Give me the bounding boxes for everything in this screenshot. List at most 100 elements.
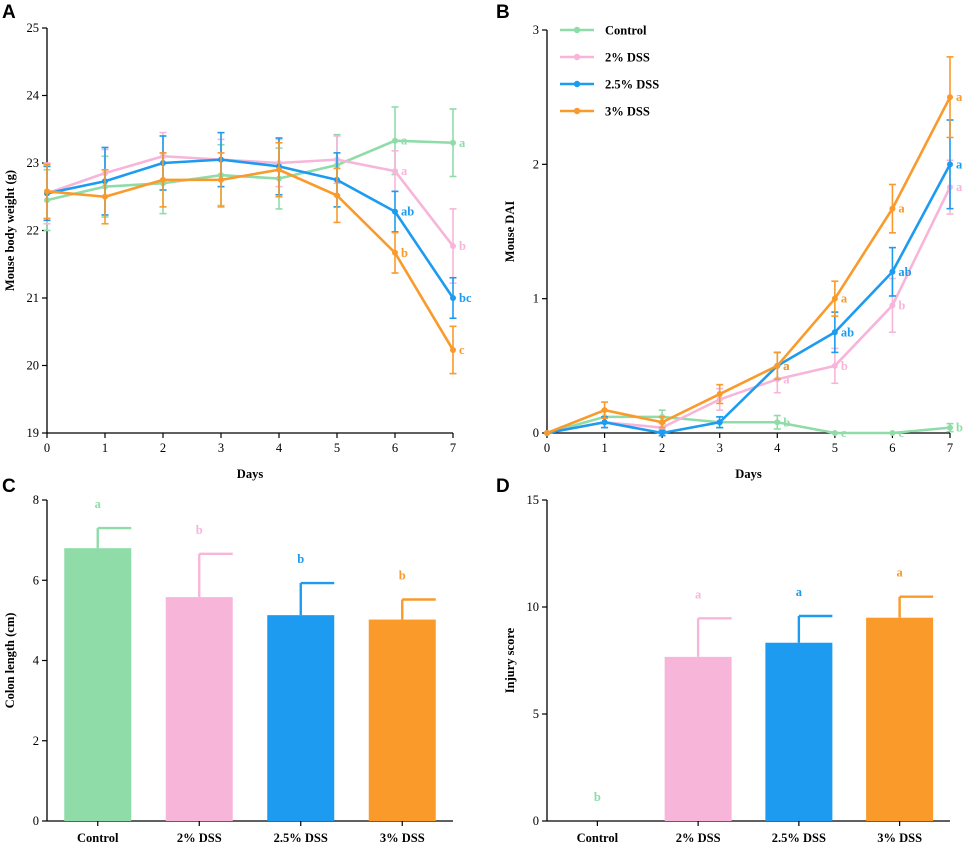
legend-swatch-point (573, 80, 581, 88)
x-tick-label: 0 (544, 441, 550, 455)
y-tick-label: 0 (33, 814, 39, 828)
x-tick-label: 2 (659, 441, 665, 455)
series-2-5pct-dss (544, 119, 954, 437)
y-tick-label: 4 (33, 654, 40, 668)
x-tick-label: 3 (218, 441, 224, 455)
series-line (46, 168, 455, 351)
significance-letter: a (783, 359, 790, 373)
significance-letter: a (783, 359, 790, 373)
bar-group-control: a (64, 497, 132, 821)
series-3pct-dss (43, 141, 457, 375)
significance-letter: a (783, 372, 790, 386)
series-line (546, 415, 951, 435)
series-3pct-dss (544, 56, 954, 436)
y-tick-label: 1 (533, 292, 539, 306)
data-point (831, 329, 838, 336)
data-point (392, 249, 398, 256)
data-point (218, 176, 224, 183)
x-tick-label: 6 (392, 441, 398, 455)
significance-letter: ab (898, 265, 911, 279)
significance-letter: b (401, 246, 408, 260)
y-tick-label: 2 (33, 734, 39, 748)
bar (267, 615, 335, 821)
bar (664, 656, 732, 821)
significance-letter: a (897, 566, 904, 580)
significance-letter: a (401, 164, 408, 178)
y-tick-label: 10 (527, 600, 540, 614)
y-axis-title: Mouse body weight (g) (3, 170, 17, 291)
data-point (716, 391, 723, 398)
significance-letter: a (898, 202, 905, 216)
significance-letter: ab (401, 205, 414, 219)
data-point (450, 295, 456, 301)
category-label: Control (77, 831, 119, 845)
y-tick-label: 20 (27, 359, 40, 373)
series-line (46, 139, 454, 202)
y-tick-label: 8 (33, 493, 39, 507)
x-tick-label: 3 (717, 441, 723, 455)
significance-letter: a (796, 585, 803, 599)
series-line (546, 96, 952, 435)
data-point (102, 193, 108, 200)
x-tick-label: 5 (832, 441, 838, 455)
bar-group-2pct-dss: b (165, 523, 233, 821)
data-point (276, 166, 282, 173)
significance-letter: c (841, 426, 847, 440)
y-tick-label: 24 (27, 89, 40, 103)
significance-letter: a (956, 90, 963, 104)
category-label: 2.5% DSS (274, 831, 328, 845)
data-point (889, 205, 896, 212)
significance-letter: bc (459, 291, 472, 305)
data-point (831, 295, 838, 302)
bar-group-3pct-dss: a (866, 566, 934, 821)
panel-d-letter: D (496, 476, 510, 497)
x-tick-label: 0 (44, 441, 50, 455)
data-point (601, 419, 608, 426)
bar-group-control: b (594, 790, 601, 804)
significance-letter: ab (841, 325, 854, 339)
category-label: 2% DSS (177, 831, 222, 845)
panel-b-dai-chart: B Control 2% DSS 2.5% DSS 3% DSS 0 1 2 3 Mouse … (496, 2, 963, 481)
data-point (947, 424, 953, 431)
significance-letter: a (956, 180, 963, 194)
x-tick-label: 6 (889, 441, 895, 455)
significance-letter: c (459, 343, 465, 357)
data-point (334, 192, 340, 199)
x-tick-label: 1 (102, 441, 108, 455)
legend-label: Control (605, 24, 647, 38)
y-tick-label: 0 (533, 814, 539, 828)
x-axis-title: Days (735, 467, 762, 481)
significance-letter: b (594, 790, 601, 804)
significance-letter: b (783, 415, 790, 429)
data-point (889, 430, 896, 436)
y-tick-label: 2 (533, 157, 539, 171)
legend-entry-2pct-dss: 2% DSS (560, 51, 650, 65)
data-point (889, 302, 896, 309)
legend-swatch-point (573, 26, 581, 34)
bar-group-2-5pct-dss: b (267, 552, 335, 821)
y-tick-label: 3 (533, 23, 539, 37)
data-point (392, 168, 398, 175)
data-point (659, 419, 666, 426)
significance-letter: b (956, 421, 963, 435)
significance-letter: a (956, 157, 963, 171)
data-point (160, 176, 166, 183)
significance-letter: b (196, 523, 203, 537)
x-axis-title: Days (237, 467, 264, 481)
significance-letter: a (95, 497, 102, 511)
y-tick-label: 21 (27, 291, 40, 305)
data-point (831, 430, 838, 436)
category-label: 3% DSS (877, 831, 922, 845)
legend-swatch-point (573, 53, 581, 61)
data-point (544, 430, 550, 436)
panel-c-colon-length-chart: C 0 2 4 6 8 Colon length (cm) a Control b 2% DSS b… (2, 476, 453, 845)
data-point (774, 362, 781, 369)
bar-group-3pct-dss: b (368, 569, 436, 821)
significance-letter: a (695, 587, 702, 601)
bar-group-2pct-dss: a (664, 587, 732, 821)
legend-swatch-point (573, 107, 581, 115)
panel-c-letter: C (2, 476, 16, 497)
series-line (46, 154, 455, 247)
series-line (546, 186, 952, 435)
